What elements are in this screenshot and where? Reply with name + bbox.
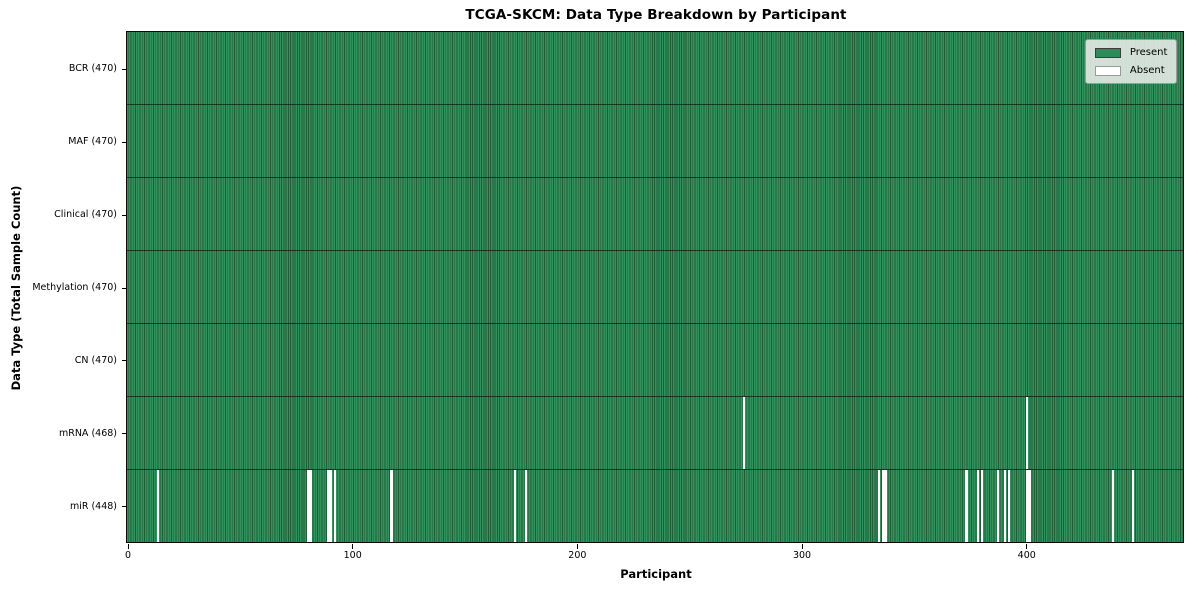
heatmap-row-maf [127, 104, 1184, 177]
x-tick-100 [352, 543, 354, 549]
heatmap-row-mrna [127, 396, 1184, 470]
absent-mark-mir-p378 [976, 470, 979, 543]
absent-mark-mir-p89 [327, 470, 330, 543]
legend-label-absent: Absent [1129, 65, 1165, 77]
legend-label-present: Present [1129, 47, 1168, 59]
absent-mark-mrna-p274 [743, 397, 746, 470]
legend-item-absent: Absent [1094, 65, 1168, 77]
absent-mark-mir-p117 [390, 470, 393, 543]
y-tick-label-bcr: BCR (470) [68, 63, 117, 75]
y-tick-clinical [122, 214, 127, 216]
absent-mark-mir-p380 [981, 470, 984, 543]
x-tick-label-0: 0 [124, 550, 132, 561]
x-tick-0 [127, 543, 129, 549]
absent-mark-mir-p390 [1003, 470, 1006, 543]
x-tick-300 [801, 543, 803, 549]
absent-mark-mir-p336 [882, 470, 885, 543]
legend-swatch-present-icon [1094, 47, 1121, 58]
heatmap-row-methylation [127, 250, 1184, 323]
x-tick-200 [576, 543, 578, 549]
absent-mark-mir-p400 [1026, 470, 1029, 543]
x-axis-label: Participant [620, 567, 692, 581]
absent-mark-mir-p392 [1008, 470, 1011, 543]
heatmap-row-cn [127, 323, 1184, 396]
absent-mark-mir-p373 [965, 470, 968, 543]
absent-mark-mrna-p400 [1026, 397, 1029, 470]
absent-mark-mir-p177 [525, 470, 528, 543]
absent-mark-mir-p13 [156, 470, 159, 543]
absent-mark-mir-p337 [884, 470, 887, 543]
y-tick-label-methylation: Methylation (470) [32, 282, 117, 293]
absent-mark-mir-p447 [1131, 470, 1134, 543]
absent-mark-mir-p387 [996, 470, 1000, 543]
y-tick-label-mrna: mRNA (468) [58, 427, 117, 439]
y-tick-maf [122, 141, 127, 143]
absent-mark-mir-p438 [1111, 470, 1114, 543]
absent-mark-mir-p80 [307, 470, 310, 543]
y-tick-label-clinical: Clinical (470) [54, 209, 117, 221]
heatmap-row-mir [127, 469, 1184, 543]
absent-mark-mir-p81 [309, 470, 312, 543]
y-tick-label-mir: miR (448) [69, 500, 117, 512]
x-tick-400 [1026, 543, 1028, 549]
y-tick-cn [122, 360, 127, 362]
plot-area: Present Absent [126, 31, 1185, 544]
legend-item-present: Present [1094, 47, 1168, 59]
y-tick-mrna [122, 433, 127, 435]
absent-mark-mir-p334 [877, 470, 881, 543]
absent-mark-mir-p90 [329, 470, 332, 543]
y-tick-label-cn: CN (470) [74, 354, 117, 366]
chart-title: TCGA-SKCM: Data Type Breakdown by Partic… [465, 7, 847, 23]
heatmap-row-clinical [127, 177, 1184, 250]
absent-mark-mir-p92 [334, 470, 337, 543]
heatmap-row-bcr [127, 32, 1183, 104]
legend: Present Absent [1084, 39, 1178, 85]
y-tick-methylation [122, 287, 127, 289]
absent-mark-mir-p172 [513, 470, 517, 543]
x-tick-label-300: 300 [792, 550, 812, 561]
x-tick-label-100: 100 [343, 550, 362, 561]
x-tick-label-200: 200 [568, 550, 587, 561]
y-tick-mir [122, 506, 127, 508]
absent-mark-mir-p401 [1028, 470, 1031, 543]
y-tick-label-maf: MAF (470) [68, 136, 117, 148]
y-tick-bcr [122, 68, 127, 70]
legend-swatch-absent-icon [1094, 65, 1121, 76]
x-tick-label-400: 400 [1017, 550, 1036, 561]
